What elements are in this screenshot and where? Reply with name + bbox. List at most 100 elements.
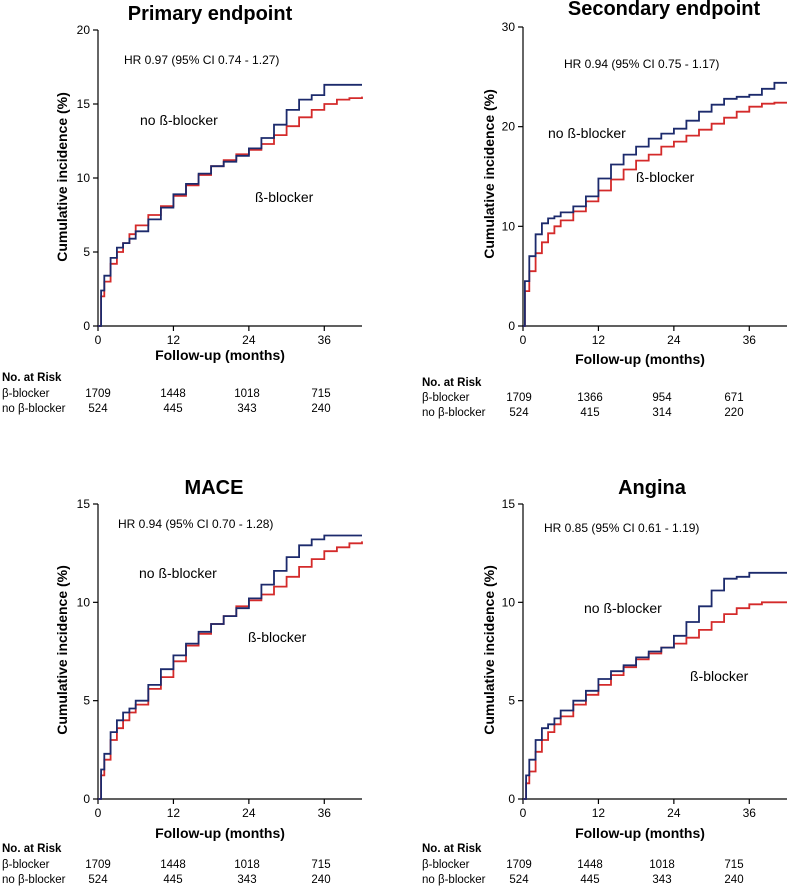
risk-value: 1018 bbox=[234, 388, 260, 400]
x-tick-label: 0 bbox=[95, 806, 102, 820]
risk-value: 524 bbox=[88, 874, 108, 886]
x-tick-label: 36 bbox=[318, 806, 332, 820]
risk-group-no-beta-blocker: no β-blocker bbox=[422, 407, 486, 419]
y-tick-label: 10 bbox=[502, 595, 516, 609]
y-axis-title: Cumulative incidence (%) bbox=[54, 565, 70, 735]
y-axis-title: Cumulative incidence (%) bbox=[481, 565, 497, 735]
panel-mace: MACE HR 0.94 (95% CI 0.70 - 1.28) Follow… bbox=[0, 446, 394, 891]
risk-value: 343 bbox=[652, 874, 672, 886]
series-line-beta-blocker bbox=[98, 541, 363, 800]
series-line-no-beta-blocker bbox=[523, 81, 787, 327]
series-line-no-beta-blocker bbox=[523, 571, 787, 800]
risk-value: 671 bbox=[724, 392, 744, 404]
hazard-ratio-text: HR 0.94 (95% CI 0.75 - 1.17) bbox=[564, 57, 719, 71]
risk-value: 1018 bbox=[649, 859, 675, 871]
y-tick-label: 20 bbox=[502, 120, 516, 134]
x-tick-label: 24 bbox=[667, 806, 681, 820]
curve-label-no-beta-blocker: no ß-blocker bbox=[140, 112, 218, 128]
y-tick-label: 15 bbox=[502, 497, 516, 511]
y-tick-label: 5 bbox=[83, 245, 90, 259]
y-tick-label: 30 bbox=[502, 20, 516, 34]
risk-value: 445 bbox=[580, 874, 600, 886]
risk-value: 1448 bbox=[160, 859, 186, 871]
x-tick-label: 12 bbox=[592, 333, 606, 347]
curve-label-beta-blocker: ß-blocker bbox=[248, 629, 307, 645]
curve-label-no-beta-blocker: no ß-blocker bbox=[139, 565, 217, 581]
chart-mace: MACE HR 0.94 (95% CI 0.70 - 1.28) Follow… bbox=[54, 477, 363, 841]
series-line-no-beta-blocker bbox=[98, 534, 362, 800]
series-line-beta-blocker bbox=[523, 101, 787, 327]
risk-value: 240 bbox=[311, 403, 331, 415]
risk-group-beta-blocker: β-blocker bbox=[422, 392, 470, 404]
risk-value: 343 bbox=[237, 403, 257, 415]
curve-label-no-beta-blocker: no ß-blocker bbox=[584, 600, 662, 616]
x-tick-label: 12 bbox=[167, 806, 181, 820]
chart-primary-endpoint: Primary endpoint HR 0.97 (95% CI 0.74 - … bbox=[54, 3, 363, 363]
series-line-beta-blocker bbox=[98, 96, 363, 327]
y-axis-title: Cumulative incidence (%) bbox=[481, 89, 497, 259]
risk-value: 343 bbox=[237, 874, 257, 886]
risk-value: 1709 bbox=[85, 388, 111, 400]
risk-value: 954 bbox=[652, 392, 672, 404]
y-tick-label: 15 bbox=[77, 97, 91, 111]
x-tick-label: 36 bbox=[743, 333, 757, 347]
risk-value: 1448 bbox=[577, 859, 603, 871]
x-tick-label: 24 bbox=[667, 333, 681, 347]
risk-group-no-beta-blocker: no β-blocker bbox=[2, 403, 66, 415]
risk-value: 240 bbox=[311, 874, 331, 886]
chart-title: Angina bbox=[618, 477, 687, 499]
risk-value: 715 bbox=[724, 859, 744, 871]
risk-value: 220 bbox=[724, 407, 744, 419]
hazard-ratio-text: HR 0.94 (95% CI 0.70 - 1.28) bbox=[118, 517, 273, 531]
risk-table-header: No. at Risk bbox=[2, 843, 62, 855]
risk-group-beta-blocker: β-blocker bbox=[2, 388, 50, 400]
hazard-ratio-text: HR 0.85 (95% CI 0.61 - 1.19) bbox=[544, 521, 699, 535]
y-tick-label: 15 bbox=[77, 497, 91, 511]
risk-value: 1709 bbox=[506, 859, 532, 871]
curve-label-beta-blocker: ß-blocker bbox=[690, 668, 749, 684]
x-axis-title: Follow-up (months) bbox=[155, 347, 285, 363]
chart-angina: Angina HR 0.85 (95% CI 0.61 - 1.19) Foll… bbox=[481, 477, 787, 841]
x-tick-label: 0 bbox=[520, 333, 527, 347]
risk-table-header: No. at Risk bbox=[422, 843, 482, 855]
hazard-ratio-text: HR 0.97 (95% CI 0.74 - 1.27) bbox=[124, 53, 279, 67]
chart-title: Secondary endpoint bbox=[568, 0, 761, 20]
x-axis-title: Follow-up (months) bbox=[575, 351, 705, 367]
y-tick-label: 10 bbox=[77, 171, 91, 185]
y-tick-label: 10 bbox=[502, 219, 516, 233]
risk-value: 1709 bbox=[85, 859, 111, 871]
x-tick-label: 0 bbox=[95, 333, 102, 347]
curve-label-beta-blocker: ß-blocker bbox=[636, 169, 695, 185]
risk-value: 524 bbox=[509, 874, 529, 886]
panel-primary-endpoint: Primary endpoint HR 0.97 (95% CI 0.74 - … bbox=[0, 0, 394, 446]
risk-value: 1709 bbox=[506, 392, 532, 404]
y-tick-label: 0 bbox=[83, 792, 90, 806]
risk-group-no-beta-blocker: no β-blocker bbox=[422, 874, 486, 886]
y-axis-title: Cumulative incidence (%) bbox=[54, 92, 70, 262]
x-axis-title: Follow-up (months) bbox=[575, 825, 705, 841]
y-tick-label: 20 bbox=[77, 23, 91, 37]
risk-value: 524 bbox=[509, 407, 529, 419]
x-tick-label: 12 bbox=[167, 333, 181, 347]
series-line-no-beta-blocker bbox=[98, 83, 362, 327]
risk-value: 1018 bbox=[234, 859, 260, 871]
risk-value: 1448 bbox=[160, 388, 186, 400]
risk-group-beta-blocker: β-blocker bbox=[2, 859, 50, 871]
x-tick-label: 24 bbox=[242, 333, 256, 347]
risk-group-beta-blocker: β-blocker bbox=[422, 859, 470, 871]
curve-label-no-beta-blocker: no ß-blocker bbox=[548, 125, 626, 141]
chart-title: MACE bbox=[185, 477, 244, 499]
y-tick-label: 10 bbox=[77, 595, 91, 609]
y-tick-label: 0 bbox=[83, 319, 90, 333]
series-line-beta-blocker bbox=[523, 601, 787, 800]
risk-value: 524 bbox=[88, 403, 108, 415]
x-tick-label: 36 bbox=[318, 333, 332, 347]
risk-value: 445 bbox=[163, 403, 183, 415]
chart-secondary-endpoint: Secondary endpoint HR 0.94 (95% CI 0.75 … bbox=[481, 0, 787, 367]
chart-title: Primary endpoint bbox=[128, 3, 293, 25]
risk-value: 715 bbox=[311, 388, 331, 400]
risk-value: 1366 bbox=[577, 392, 603, 404]
y-tick-label: 5 bbox=[83, 694, 90, 708]
risk-value: 415 bbox=[580, 407, 600, 419]
panel-angina: Angina HR 0.85 (95% CI 0.61 - 1.19) Foll… bbox=[394, 446, 787, 891]
